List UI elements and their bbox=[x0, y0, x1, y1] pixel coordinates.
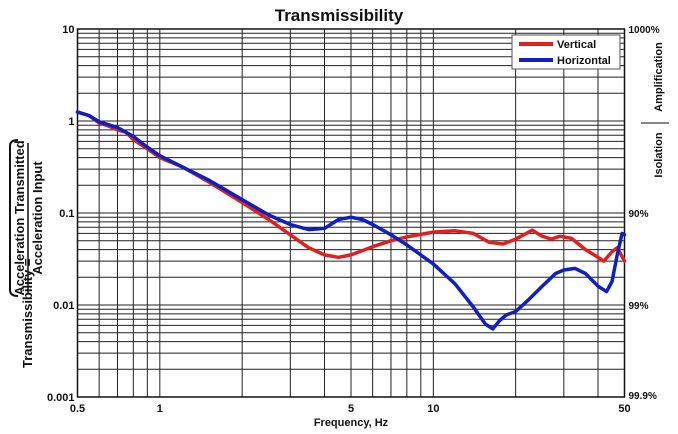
series-line-vertical bbox=[75, 110, 627, 263]
legend-label-horizontal: Horizontal bbox=[557, 55, 611, 67]
right-tick-label: 1000% bbox=[629, 25, 660, 36]
paren-right-shape bbox=[44, 58, 48, 62]
x-tick-label: 0.5 bbox=[70, 403, 85, 415]
series-line-horizontal bbox=[75, 110, 627, 331]
y-tick-label: 10 bbox=[62, 24, 74, 36]
paren-left bbox=[9, 139, 19, 297]
y-axis-label: Transmissibility = Acceleration Transmit… bbox=[9, 58, 48, 368]
y-tick-label: 0.01 bbox=[53, 300, 74, 312]
right-label-isolation: Isolation bbox=[653, 132, 665, 178]
tick-labels: 0.5 1 5 10 50 10 1 0.1 0.01 0.001 1000% 90% 99% 99.9% bbox=[47, 24, 660, 415]
paren-right bbox=[16, 62, 40, 70]
y-tick-label: 1 bbox=[68, 116, 74, 128]
right-label-amplification: Amplification bbox=[653, 42, 665, 112]
right-tick-label: 90% bbox=[629, 209, 649, 220]
y-tick-label: 0.1 bbox=[59, 208, 74, 220]
right-tick-label: 99.9% bbox=[629, 391, 657, 402]
right-tick-label: 99% bbox=[629, 301, 649, 312]
x-tick-label: 10 bbox=[427, 403, 439, 415]
chart-title: Transmissibility bbox=[275, 6, 404, 25]
y-tick-label: 0.001 bbox=[47, 392, 75, 404]
grid bbox=[76, 28, 626, 398]
x-tick-label: 1 bbox=[157, 403, 163, 415]
x-axis-label: Frequency, Hz bbox=[314, 417, 389, 429]
legend-box bbox=[511, 34, 621, 70]
y-axis-label-denominator: Acceleration Input bbox=[30, 161, 45, 275]
x-tick-label: 50 bbox=[618, 403, 630, 415]
y-axis-label-prefix: Transmissibility = bbox=[20, 258, 35, 368]
legend-label-vertical: Vertical bbox=[557, 39, 596, 51]
series-group bbox=[75, 110, 627, 331]
x-tick-label: 5 bbox=[348, 403, 354, 415]
y-axis-label-numerator: Acceleration Transmitted bbox=[12, 140, 27, 295]
legend: Vertical Horizontal bbox=[511, 34, 621, 70]
plot-frame bbox=[76, 28, 626, 398]
